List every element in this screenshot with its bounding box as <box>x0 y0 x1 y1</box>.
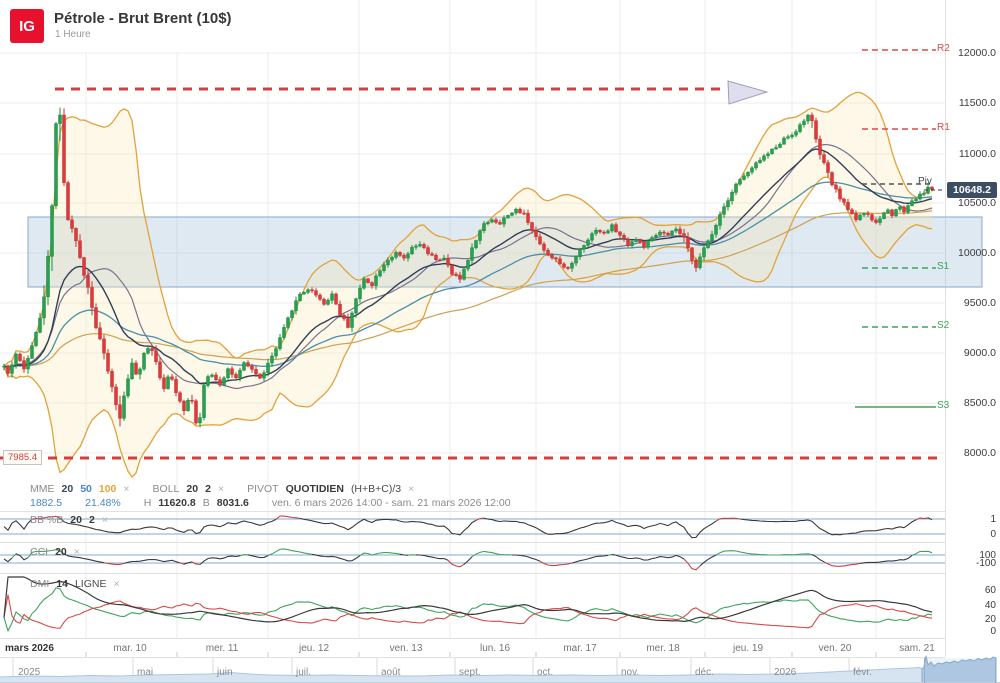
navigator-month-label: déc. <box>695 667 714 678</box>
time-axis-day-label: ven. 13 <box>389 643 423 654</box>
legend-item: PIVOT <box>247 483 279 495</box>
indicator-values-row: 1882.5 21.48% H 11620.8 B 8031.6 ven. 6 mars 2… <box>30 497 518 509</box>
price-axis-label: 8000.0 <box>963 447 996 459</box>
legend-item: 100 <box>98 483 117 495</box>
timeline-navigator[interactable]: 2025 mai juin juil. août sept. oct. nov. déc. 202… <box>0 658 1000 683</box>
time-axis-day-label: jeu. 19 <box>732 643 764 654</box>
price-axis-label: 12000.0 <box>958 47 996 59</box>
time-axis-day-label: mar. 10 <box>113 643 147 654</box>
navigator-selection[interactable] <box>924 658 996 683</box>
price-axis-label: 11500.0 <box>958 97 996 109</box>
navigator-month-label: juin <box>217 667 233 678</box>
legend-value-item: H <box>143 497 152 509</box>
time-axis-day-label: mer. 18 <box>646 643 680 654</box>
indicator-close-icon[interactable]: × <box>123 483 130 495</box>
indicator-legend-row: MME 20 50 100 × BOLL 20 2 × PIVOT QUOTIDIEN (H+B+C)… <box>30 483 421 495</box>
ig-logo[interactable]: IG <box>10 9 44 43</box>
legend-item: (H+B+C)/3 <box>350 483 402 495</box>
price-axis-label: 8500.0 <box>963 397 996 409</box>
price-axis-label: 9000.0 <box>963 347 996 359</box>
panel-label-item: 20 <box>70 514 82 526</box>
navigator-month-label: 2026 <box>774 667 797 678</box>
legend-item: 2 <box>205 483 211 495</box>
navigator-month-label: sept. <box>459 667 481 678</box>
navigator-month-label: oct. <box>537 667 554 678</box>
indicator-close-icon[interactable]: × <box>73 546 80 558</box>
oscillator-axis-label: 40 <box>984 600 996 611</box>
time-axis-day-label: lun. 16 <box>479 643 511 654</box>
time-axis-day-label: jeu. 12 <box>298 643 330 654</box>
price-axis-label: 9500.0 <box>963 297 996 309</box>
legend-item: MME <box>30 483 55 495</box>
legend-item: BOLL <box>152 483 180 495</box>
legend-value-item: 8031.6 <box>216 497 249 509</box>
navigator-month-label: nov. <box>621 667 640 678</box>
legend-value-item: ven. 6 mars 2026 14:00 - sam. 21 mars 20… <box>271 497 511 509</box>
panel-label-cci: CCI 20 × <box>30 546 87 558</box>
panel-label-bbpb: BB %B 20 2 × <box>30 514 115 526</box>
panel-label-item: 20 <box>55 546 67 558</box>
time-axis-month-label: mars 2026 <box>5 643 54 654</box>
indicator-close-icon[interactable]: × <box>408 483 415 495</box>
oscillator-axis-label: 60 <box>984 585 996 596</box>
panel-label-item: BB %B <box>30 514 64 526</box>
legend-value-item: 1882.5 <box>30 497 63 509</box>
oscillator-axis-label: -100 <box>975 558 996 569</box>
instrument-header: IG Pétrole - Brut Brent (10$) 1 Heure <box>0 0 270 52</box>
time-axis-day-label: mar. 17 <box>563 643 597 654</box>
time-axis-day-label: ven. 20 <box>818 643 852 654</box>
price-alert-label[interactable]: 7985.4 <box>3 450 43 465</box>
pivot-label-r2: R2 <box>937 43 950 54</box>
panel-label-dmi: DMI 14 LIGNE × <box>30 578 127 590</box>
navigator-month-label: 2025 <box>18 667 41 678</box>
oscillator-axis-label: 20 <box>984 614 996 625</box>
legend-item: 20 <box>61 483 74 495</box>
pivot-label-s1: S1 <box>937 261 950 272</box>
panel-label-item: LIGNE <box>74 578 107 590</box>
oscillator-axis-label: 0 <box>990 529 996 540</box>
legend-item: QUOTIDIEN <box>285 483 344 495</box>
legend-value-item: 21.48% <box>85 497 121 509</box>
time-axis-day-label: sam. 21 <box>899 643 935 654</box>
pivot-label-r1: R1 <box>937 122 950 133</box>
legend-value-item: 11620.8 <box>158 497 196 509</box>
oscillator-axis-label: 0 <box>990 626 996 637</box>
indicator-close-icon[interactable]: × <box>101 514 108 526</box>
instrument-title: Pétrole - Brut Brent (10$) <box>54 10 232 27</box>
pivot-label-s2: S2 <box>937 320 950 331</box>
panel-label-item: CCI <box>30 546 49 558</box>
navigator-month-label: févr. <box>853 667 872 678</box>
navigator-month-label: août <box>381 667 401 678</box>
price-axis-label: 10500.0 <box>958 197 996 209</box>
oscillator-axis-label: 100 <box>979 550 996 561</box>
oscillator-axis-label: 1 <box>990 514 996 525</box>
pivot-label-s3: S3 <box>937 400 950 411</box>
timeframe-label: 1 Heure <box>55 29 91 40</box>
panel-label-item: 14 <box>56 578 68 590</box>
price-axis-label: 11000.0 <box>958 148 996 160</box>
legend-item: 50 <box>80 483 92 495</box>
navigator-month-label: juil. <box>296 667 312 678</box>
indicator-close-icon[interactable]: × <box>113 578 120 590</box>
panel-label-item: DMI <box>30 578 50 590</box>
pivot-label-piv: Piv <box>918 176 932 187</box>
legend-value-item: B <box>202 497 210 509</box>
price-axis[interactable]: 12000.0 11500.0 11000.0 10500.0 10000.0 9500.… <box>946 0 1000 658</box>
panel-label-item: 2 <box>88 514 95 526</box>
price-axis-label: 10000.0 <box>958 247 996 259</box>
time-axis-day-label: mer. 11 <box>205 643 239 654</box>
legend-item: 20 <box>186 483 199 495</box>
current-price-tag: 10648.2 <box>947 182 997 198</box>
indicator-close-icon[interactable]: × <box>217 483 225 495</box>
navigator-month-label: mai <box>137 667 154 678</box>
